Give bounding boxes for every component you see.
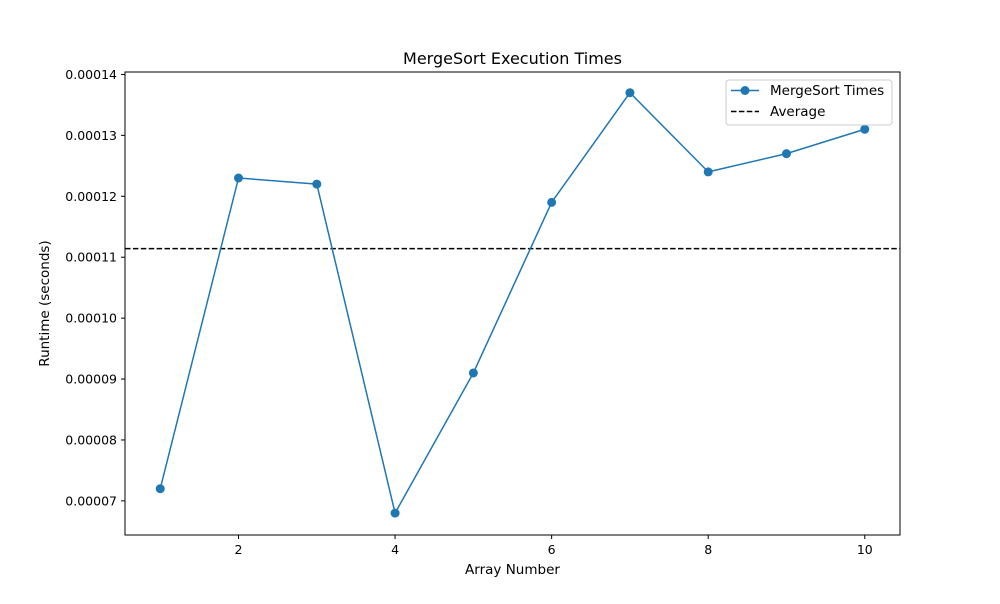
y-axis-label: Runtime (seconds) <box>37 240 53 366</box>
x-tick-label-6: 6 <box>548 542 556 557</box>
y-tick-label-4: 0.00011 <box>65 250 117 265</box>
data-point-9 <box>781 149 791 159</box>
y-tick-label-5: 0.00012 <box>65 189 117 204</box>
legend-box <box>725 79 893 126</box>
x-tick-label-2: 2 <box>235 542 243 557</box>
legend-label-average: Average <box>770 104 825 120</box>
chart-title: MergeSort Execution Times <box>403 49 622 68</box>
x-tick-label-8: 8 <box>704 542 712 557</box>
x-tick-label-10: 10 <box>857 542 873 557</box>
y-tick-label-1: 0.00008 <box>65 432 117 447</box>
y-tick-label-3: 0.00010 <box>65 311 117 326</box>
series-line-mergesort-times <box>159 91 865 514</box>
legend-label-mergesort-times: MergeSort Times <box>770 83 884 99</box>
x-tick-label-4: 4 <box>391 542 399 557</box>
data-point-2 <box>234 173 244 183</box>
data-point-10 <box>860 124 870 134</box>
axes-frame <box>124 71 901 536</box>
y-tick-label-2: 0.00009 <box>65 372 117 387</box>
x-axis-label: Array Number <box>465 562 560 578</box>
y-tick-label-6: 0.00013 <box>65 128 117 143</box>
data-point-4 <box>390 508 400 518</box>
legend: MergeSort Times Average <box>725 79 893 126</box>
data-point-8 <box>703 167 713 177</box>
data-point-6 <box>547 197 557 207</box>
plot-area: 2 4 6 8 10 0.00007 0.00008 0.00009 0.00010 0.0001… <box>65 67 901 557</box>
data-point-5 <box>468 368 478 378</box>
y-tick-label-0: 0.00007 <box>65 493 117 508</box>
data-point-1 <box>155 484 165 494</box>
data-point-7 <box>625 88 635 98</box>
y-tick-label-7: 0.00014 <box>65 67 117 82</box>
legend-marker-mergesort-times <box>740 86 750 95</box>
data-point-3 <box>312 179 322 189</box>
